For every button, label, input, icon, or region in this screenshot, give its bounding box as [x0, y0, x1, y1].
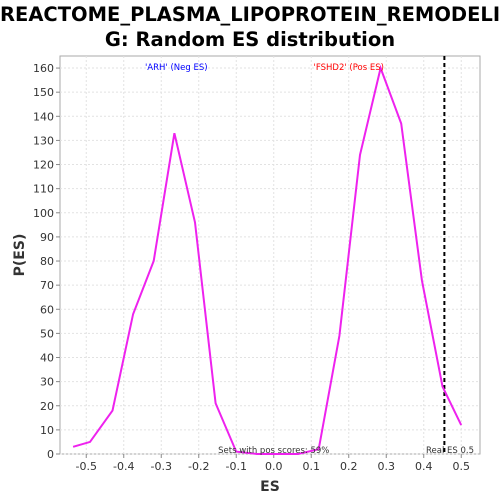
y-tick-label: 110	[33, 183, 54, 196]
x-tick-label: -0.4	[113, 460, 134, 473]
pos-es-label: 'FSHD2' (Pos ES)	[314, 63, 384, 73]
y-tick-label: 30	[40, 376, 54, 389]
grid-lines	[60, 56, 480, 455]
y-tick-label: 150	[33, 86, 54, 99]
y-tick-label: 70	[40, 279, 54, 292]
y-tick-label: 0	[47, 448, 54, 461]
y-tick-label: 50	[40, 327, 54, 340]
y-tick-label: 160	[33, 62, 54, 75]
x-tick-label: -0.3	[151, 460, 172, 473]
y-tick-label: 20	[40, 400, 54, 413]
chart-title: REACTOME_PLASMA_LIPOPROTEIN_REMODELIN G:…	[0, 0, 500, 56]
x-tick-label: 0.3	[378, 460, 396, 473]
y-axis-label: P(ES)	[12, 234, 28, 277]
x-tick-label: 0.1	[303, 460, 321, 473]
x-tick-label: 0.0	[265, 460, 283, 473]
y-tick-label: 120	[33, 159, 54, 172]
x-tick-label: 0.4	[415, 460, 433, 473]
pos-scores-note: Sets with pos scores: 59%	[218, 446, 329, 456]
x-tick-label: 0.5	[453, 460, 471, 473]
neg-es-label: 'ARH' (Neg ES)	[145, 63, 208, 73]
y-tick-label: 130	[33, 134, 54, 147]
y-tick-label: 90	[40, 231, 54, 244]
series-line	[72, 64, 463, 455]
x-tick-label: -0.5	[76, 460, 97, 473]
chart-title-line-1: REACTOME_PLASMA_LIPOPROTEIN_REMODELIN	[0, 3, 500, 26]
x-tick-label: -0.2	[188, 460, 209, 473]
y-tick-label: 100	[33, 207, 54, 220]
real-es-label: Real ES 0.5	[426, 446, 474, 456]
x-axis-label: ES	[260, 479, 280, 495]
y-axis-ticks: 0 10 20 30 40 50 60 70 80 90 100 110 120 130 140 150 160	[33, 62, 60, 461]
x-tick-label: -0.1	[226, 460, 247, 473]
x-axis-ticks: -0.5 -0.4 -0.3 -0.2 -0.1 0.0 0.1 0.2 0.3 0.4 0.5	[76, 454, 470, 473]
plot-area	[59, 55, 481, 455]
y-tick-label: 60	[40, 303, 54, 316]
y-tick-label: 10	[40, 424, 54, 437]
x-tick-label: 0.2	[340, 460, 358, 473]
chart-title-line-2: G: Random ES distribution	[104, 28, 396, 51]
y-tick-label: 140	[33, 110, 54, 123]
y-tick-label: 80	[40, 255, 54, 268]
y-tick-label: 40	[40, 352, 54, 365]
